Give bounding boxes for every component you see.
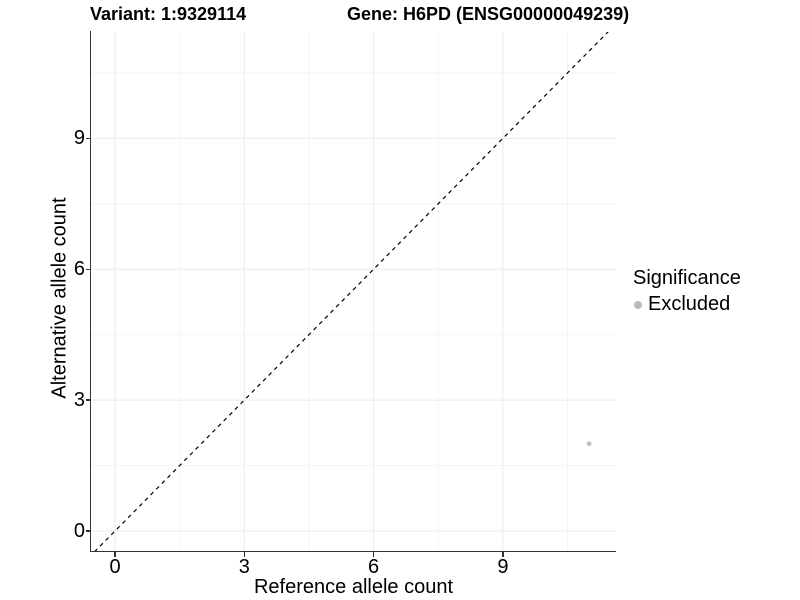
y-axis-title: Alternative allele count [48,197,71,399]
identity-line [94,32,609,551]
x-axis-title: Reference allele count [253,576,453,598]
y-tick-mark [85,530,91,532]
excluded-point-marker-icon [634,300,642,309]
x-tick-label: 9 [497,556,509,578]
plot-panel [89,31,616,552]
y-tick-mark [85,268,91,270]
legend-title: Significance [633,267,741,289]
x-tick-mark [372,551,375,557]
y-tick-label: 9 [73,127,85,150]
legend-item-excluded: Excluded [633,293,741,316]
plot-area [91,32,616,551]
x-tick-mark [243,551,245,557]
x-tick-mark [502,551,504,557]
x-tick-label: 0 [109,556,121,578]
y-tick-label: 3 [73,389,85,412]
y-tick-label: 0 [73,520,85,542]
y-tick-label: 6 [73,258,85,281]
x-tick-label: 3 [238,556,250,578]
legend-item-label: Excluded [648,293,731,315]
y-tick-mark [85,137,91,139]
legend: Significance Excluded [633,267,741,316]
plot-title-variant: Variant: 1:9329114 [90,4,247,24]
x-tick-mark [114,551,116,557]
data-point [586,441,592,447]
plot-title-gene: Gene: H6PD (ENSG00000049239) [347,4,630,24]
x-tick-label: 6 [368,556,380,578]
y-tick-mark [85,399,91,401]
